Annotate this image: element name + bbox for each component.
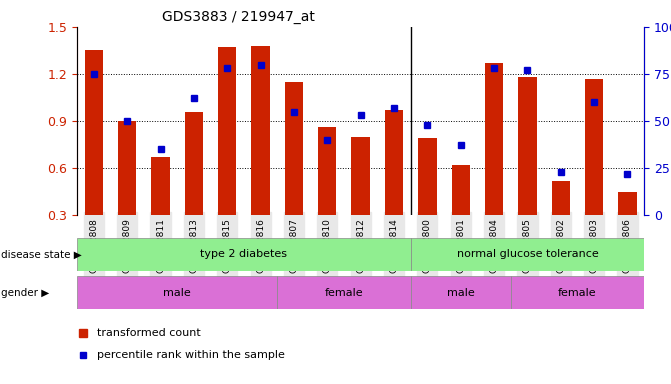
Bar (77, 276, 277, 309)
Text: female: female (325, 288, 363, 298)
Text: gender ▶: gender ▶ (1, 288, 49, 298)
Bar (252, 46, 270, 215)
Text: disease state ▶: disease state ▶ (1, 249, 81, 260)
Bar (352, 137, 370, 215)
Bar (85, 50, 103, 215)
Bar (452, 165, 470, 215)
Bar (485, 63, 503, 215)
Text: percentile rank within the sample: percentile rank within the sample (97, 350, 285, 360)
Bar (411, 238, 644, 271)
Text: normal glucose tolerance: normal glucose tolerance (456, 249, 599, 260)
Bar (318, 127, 336, 215)
Text: type 2 diabetes: type 2 diabetes (201, 249, 287, 260)
Bar (518, 77, 537, 215)
Bar (418, 138, 437, 215)
Bar (511, 276, 644, 309)
Bar (585, 79, 603, 215)
Bar (218, 47, 236, 215)
Text: GDS3883 / 219947_at: GDS3883 / 219947_at (162, 10, 315, 25)
Bar (152, 157, 170, 215)
Bar (77, 238, 411, 271)
Bar (411, 276, 511, 309)
Text: male: male (447, 288, 474, 298)
Bar (185, 112, 203, 215)
Bar (285, 82, 303, 215)
Text: female: female (558, 288, 597, 298)
Bar (552, 180, 570, 215)
Bar (118, 121, 136, 215)
Text: male: male (163, 288, 191, 298)
Bar (385, 110, 403, 215)
Text: transformed count: transformed count (97, 328, 201, 338)
Bar (618, 192, 637, 215)
Bar (277, 276, 411, 309)
